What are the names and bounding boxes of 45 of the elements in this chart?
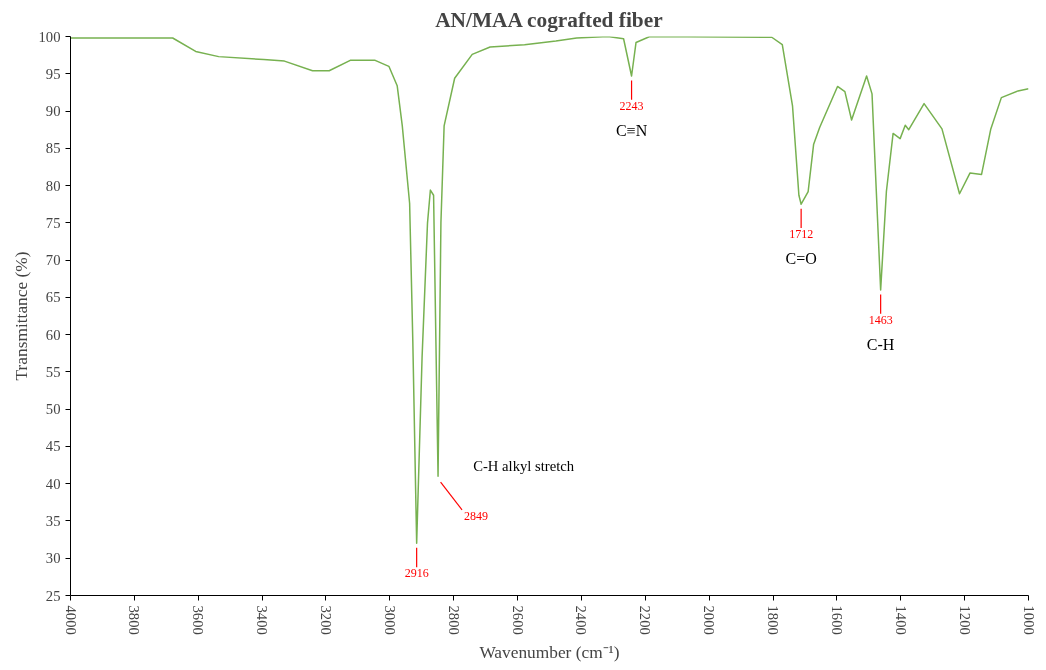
y-tick-label: 60	[45, 326, 61, 343]
annotation: C=O	[785, 250, 817, 268]
y-tick-label: 90	[45, 103, 61, 120]
x-tick-label: 2600	[509, 605, 526, 635]
x-tick-label: 3000	[381, 605, 398, 635]
x-tick-label: 2400	[573, 605, 590, 635]
x-tick-label: 3400	[254, 605, 271, 635]
x-tick-label: 1800	[765, 605, 782, 635]
y-tick-label: 30	[45, 550, 61, 567]
y-tick-label: 50	[45, 401, 61, 418]
chart-title: AN/MAA cografted fiber	[435, 7, 664, 32]
y-tick-label: 95	[45, 65, 61, 82]
x-tick-label: 1400	[892, 605, 909, 635]
x-tick-label: 4000	[62, 605, 79, 635]
y-tick-label: 55	[45, 363, 61, 380]
line-series	[70, 36, 1029, 545]
annotation: 2849	[464, 508, 488, 523]
annotation: 1463	[868, 312, 893, 327]
annotation: C≡N	[615, 121, 648, 139]
y-tick-label: 45	[45, 438, 61, 455]
annotation: C-H	[866, 335, 895, 353]
y-tick-label: 75	[45, 214, 61, 231]
x-tick-label: 1000	[1020, 605, 1037, 635]
annotation: 2243	[619, 98, 644, 113]
y-tick-label: 70	[45, 252, 61, 269]
x-tick-label: 2200	[637, 605, 654, 635]
x-tick-label: 3800	[126, 605, 143, 635]
y-tick-label: 80	[45, 177, 61, 194]
x-tick-label: 2000	[701, 605, 718, 635]
x-tick-label: 3200	[317, 605, 334, 635]
y-axis-title: Transmittance (%)	[11, 251, 31, 381]
annotation: 1712	[789, 227, 814, 242]
y-tick-label: 85	[45, 140, 61, 157]
y-tick-label: 100	[38, 28, 61, 45]
annotation: C-H alkyl stretch	[473, 458, 575, 475]
y-tick-label: 65	[45, 289, 61, 306]
x-tick-label: 1200	[956, 605, 973, 635]
y-tick-label: 40	[45, 475, 61, 492]
y-tick-label: 35	[45, 512, 61, 529]
y-tick-label: 25	[45, 587, 61, 604]
x-tick-label: 2800	[445, 605, 462, 635]
x-axis-title: Wavenumber (cm⁻¹)	[479, 642, 620, 662]
x-tick-label: 3600	[190, 605, 207, 635]
x-tick-label: 1600	[828, 605, 845, 635]
annotation: 2916	[404, 566, 429, 581]
